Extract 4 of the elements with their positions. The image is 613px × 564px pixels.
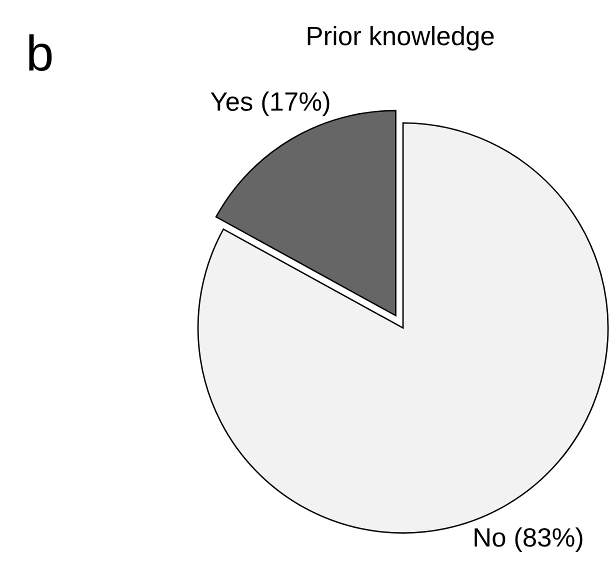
slice-label: No (83%) xyxy=(474,527,582,552)
chart-title: Prior knowledge xyxy=(308,26,494,51)
slice-label: Yes (17%) xyxy=(210,92,330,116)
text: b xyxy=(29,34,52,71)
